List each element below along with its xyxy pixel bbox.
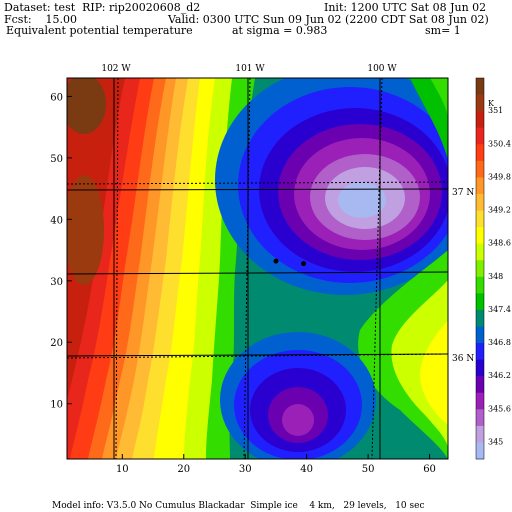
colorbar-label: 346.8 [488, 338, 511, 347]
filled-contours [67, 78, 448, 459]
colorbar-swatch [476, 144, 484, 162]
forecast-hour-label: Fcst: 15.00 [4, 13, 78, 26]
colorbar-swatch [476, 392, 484, 410]
longitude-label: 101 W [235, 64, 265, 74]
y-tick-label: 60 [50, 92, 63, 103]
station-dot [301, 261, 307, 267]
colorbar-swatch [476, 210, 484, 228]
colorbar-label: 347.4 [488, 305, 511, 314]
colorbar-label: 345.6 [488, 404, 511, 413]
plot-frame [66, 77, 449, 460]
colorbar-label: 345 [488, 437, 503, 446]
colorbar-label: 348 [488, 272, 503, 281]
colorbar-swatch [476, 127, 484, 145]
colorbar-label: 346.2 [488, 371, 511, 380]
smoothing-label: sm= 1 [425, 24, 461, 37]
model-info-footer: Model info: V3.5.0 No Cumulus Blackadar … [52, 501, 425, 511]
colorbar-swatch [476, 442, 484, 460]
colorbar-swatch [476, 111, 484, 129]
dataset-label: Dataset: test RIP: rip20020608_d2 [4, 1, 201, 14]
colorbar-swatch [476, 177, 484, 195]
latitude-label: 36 N [452, 354, 474, 364]
colorbar-swatch [476, 425, 484, 443]
x-tick-label: 60 [423, 464, 436, 475]
y-tick-label: 30 [50, 277, 63, 288]
x-axis-labels: 10 20 30 40 50 60 [116, 464, 436, 475]
colorbar-label: 349.8 [488, 172, 511, 181]
x-tick-label: 50 [362, 464, 375, 475]
y-tick-label: 40 [50, 215, 63, 226]
colorbar-swatch [476, 243, 484, 261]
y-tick-label: 50 [50, 154, 63, 165]
colorbar-label: 351 [488, 106, 503, 115]
colorbar-swatch [476, 94, 484, 112]
colorbar-swatch [476, 78, 484, 96]
x-tick-label: 20 [177, 464, 190, 475]
longitude-label: 102 W [101, 64, 131, 74]
sigma-level-label: at sigma = 0.983 [232, 24, 328, 37]
valid-time-label: Valid: 0300 UTC Sun 09 Jun 02 (2200 CDT … [168, 13, 489, 26]
colorbar-swatch [476, 193, 484, 212]
colorbar-labels: 351 350.4 349.8 349.2 348.6 348 347.4 346.8 346.… [488, 106, 511, 446]
y-axis-labels: 10 20 30 40 50 60 [50, 92, 63, 410]
latitude-label: 37 N [452, 188, 474, 198]
field-name-label: Equivalent potential temperature [6, 24, 193, 37]
colorbar-swatch [476, 309, 484, 327]
colorbar-label: 350.4 [488, 139, 511, 148]
axis-ticks [67, 95, 431, 459]
colorbar-swatch [476, 276, 484, 294]
longitude-labels: 102 W 101 W 100 W [101, 64, 397, 74]
colorbar-frame [475, 77, 485, 460]
station-dot [273, 258, 279, 264]
colorbar-swatch [476, 359, 484, 377]
latitude-labels: 37 N 36 N [452, 188, 474, 364]
init-time-label: Init: 1200 UTC Sat 08 Jun 02 [324, 1, 487, 14]
colorbar-label: 348.6 [488, 239, 511, 248]
x-tick-label: 30 [239, 464, 252, 475]
colorbar-swatch [476, 160, 484, 178]
colorbar-swatch [476, 376, 484, 394]
colorbar-label: 349.2 [488, 206, 511, 215]
y-tick-label: 20 [50, 338, 63, 349]
colorbar-swatch [476, 343, 484, 361]
lat-lon-lines [67, 78, 448, 459]
y-tick-label: 10 [50, 400, 63, 411]
colorbar-swatch [476, 293, 484, 311]
x-tick-label: 40 [300, 464, 313, 475]
colorbar-unit: K [488, 99, 495, 108]
colorbar-swatch [476, 227, 484, 245]
longitude-label: 100 W [367, 64, 397, 74]
colorbar-swatch [476, 326, 484, 344]
station-markers [273, 258, 307, 267]
colorbar-swatch [476, 260, 484, 278]
x-tick-label: 10 [116, 464, 129, 475]
color-bar [475, 77, 485, 460]
colorbar-swatch [476, 409, 484, 427]
